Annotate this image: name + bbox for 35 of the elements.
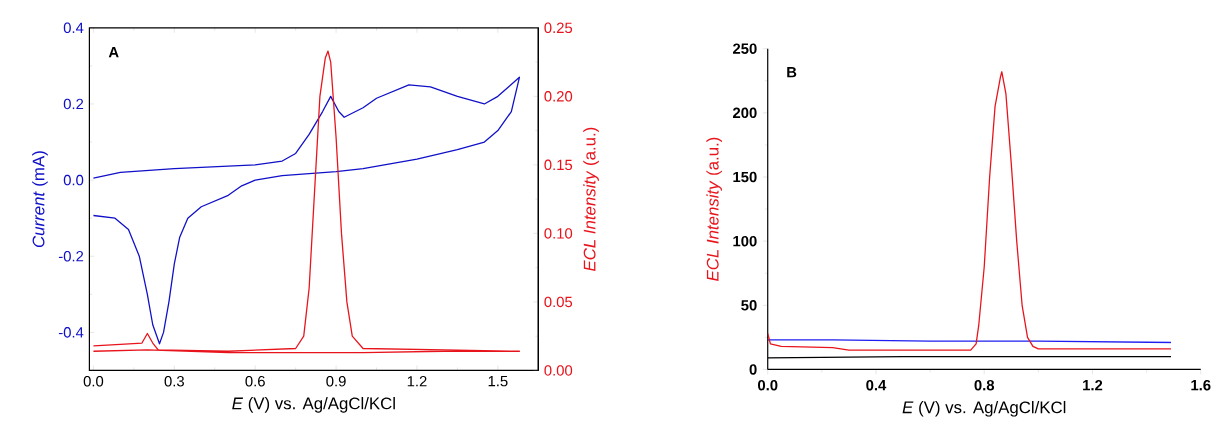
y2-tick-label: 0.20	[544, 91, 573, 102]
y2-tick-label: 0.15	[544, 159, 573, 171]
x-tick-label: 0.4	[866, 379, 887, 391]
x-tick-label: 1.5	[488, 376, 508, 387]
y-tick-label: 200	[732, 107, 757, 119]
y-axis-title: Current (mA)	[32, 151, 48, 248]
x-tick-label: 1.2	[1083, 379, 1103, 391]
y-tick-label: 0.4	[63, 22, 84, 34]
x-tick-label: 1.6	[1191, 379, 1211, 391]
annotation: A	[108, 47, 119, 58]
y2-tick-label: 0.05	[544, 296, 573, 308]
y-tick-label: 0.0	[63, 174, 84, 186]
y2-tick-label: 0.25	[544, 22, 573, 34]
y-tick-label: 150	[733, 171, 757, 183]
y-tick-label: -0.2	[58, 250, 84, 262]
y2-tick-label: 0.10	[544, 228, 573, 239]
y-tick-label: 100	[733, 235, 757, 247]
x-tick-label: 1.2	[407, 376, 427, 387]
x-tick-label: 0.0	[758, 379, 778, 391]
y-tick-label: 250	[732, 43, 757, 54]
x-tick-label: 0.3	[164, 376, 184, 387]
x-tick-label: 0.6	[245, 376, 265, 387]
y-tick-label: 0.2	[63, 98, 84, 110]
x-tick-label: 0.0	[83, 376, 104, 387]
y2-axis-title: ECL Intensity (a.u.)	[583, 127, 599, 272]
y-tick-label: -0.4	[58, 327, 84, 338]
y-tick-label: 50	[741, 300, 757, 311]
x-axis-title: E (V) vs. Ag/AgCl/KCl	[902, 400, 1066, 417]
x-axis-title: E (V) vs. Ag/AgCl/KCl	[232, 397, 395, 413]
annotation: B	[787, 67, 797, 78]
y-axis-title: ECL Intensity (a.u.)	[706, 137, 722, 281]
y2-tick-label: 0.00	[544, 365, 573, 376]
y-tick-label: 0	[749, 364, 757, 375]
x-tick-label: 0.8	[974, 379, 995, 391]
x-tick-label: 0.9	[326, 376, 346, 387]
